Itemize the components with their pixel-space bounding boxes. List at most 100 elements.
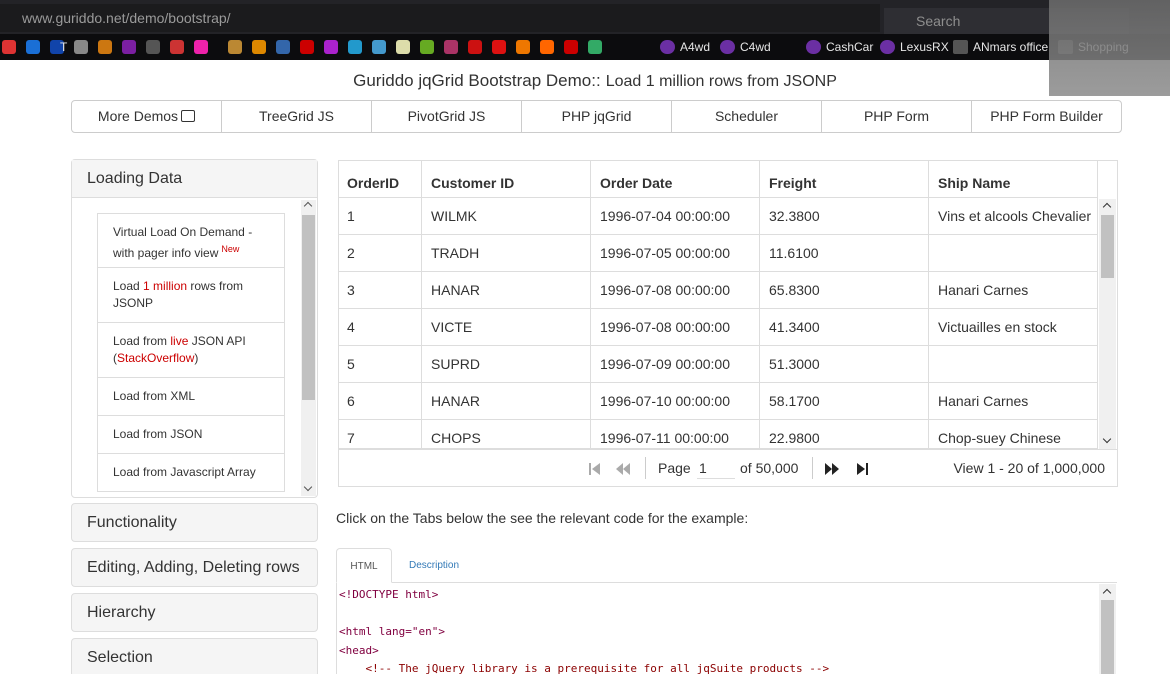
column-header[interactable]: Order Date [591, 160, 760, 198]
grid-cell[interactable]: TRADH [422, 235, 591, 272]
page-input[interactable]: 1 [697, 457, 735, 479]
item-text: 1 million [143, 279, 188, 293]
nav-button[interactable]: PHP Form Builder [971, 100, 1122, 133]
next-page[interactable] [825, 462, 841, 476]
sidebar-item[interactable]: Load 1 million rows from JSONP [97, 268, 285, 323]
grid-cell[interactable] [929, 346, 1098, 383]
code-panel [336, 583, 1117, 674]
grid-cell[interactable]: 1996-07-09 00:00:00 [591, 346, 760, 383]
grid-cell[interactable]: 41.3400 [760, 309, 929, 346]
url-bar[interactable]: www.guriddo.net/demo/bootstrap/ [0, 4, 880, 32]
grid-cell[interactable]: 1 [338, 198, 422, 235]
hand-icon [181, 110, 196, 122]
grid-cell[interactable]: VICTE [422, 309, 591, 346]
record-info: View 1 - 20 of 1,000,000 [953, 460, 1105, 476]
grid-cell[interactable]: 3 [338, 272, 422, 309]
bookmark[interactable]: T [60, 40, 68, 54]
sidebar-item[interactable]: Load from JSON [97, 416, 285, 454]
grid-cell[interactable]: 22.9800 [760, 420, 929, 449]
bookmark-icon [146, 40, 160, 54]
column-header[interactable]: Ship Name [929, 160, 1098, 198]
code-line [339, 605, 1099, 623]
grid-cell[interactable]: HANAR [422, 272, 591, 309]
grid-cell[interactable]: CHOPS [422, 420, 591, 449]
separator [645, 457, 646, 479]
grid-cell[interactable]: 1996-07-11 00:00:00 [591, 420, 760, 449]
column-header[interactable]: Customer ID [422, 160, 591, 198]
bookmark[interactable]: ANmars office [973, 40, 1049, 54]
nav-button[interactable]: PivotGrid JS [371, 100, 522, 133]
new-badge: New [221, 244, 240, 254]
grid-cell[interactable]: WILMK [422, 198, 591, 235]
bookmark[interactable]: CashCar [826, 40, 874, 54]
grid-cell[interactable]: 6 [338, 383, 422, 420]
grid-cell[interactable] [929, 235, 1098, 272]
bookmark-icon [516, 40, 530, 54]
bookmark[interactable]: C4wd [740, 40, 771, 54]
tab[interactable]: HTML [336, 548, 392, 583]
grid-cell[interactable]: 1996-07-05 00:00:00 [591, 235, 760, 272]
grid-cell[interactable]: 5 [338, 346, 422, 383]
subtitle: Load 1 million rows from JSONP [605, 73, 837, 90]
grid-cell[interactable]: Victuailles en stock [929, 309, 1098, 346]
grid-cell[interactable]: Hanari Carnes [929, 383, 1098, 420]
grid-cell[interactable]: HANAR [422, 383, 591, 420]
grid-cell[interactable]: 1996-07-08 00:00:00 [591, 272, 760, 309]
grid-cell[interactable]: Vins et alcools Chevalier [929, 198, 1098, 235]
bookmark-icon [276, 40, 290, 54]
bookmark-icon [953, 40, 968, 54]
nav-button[interactable]: More Demos [71, 100, 222, 133]
grid-cell[interactable]: SUPRD [422, 346, 591, 383]
grid-cell[interactable]: 32.3800 [760, 198, 929, 235]
grid-cell[interactable]: 1996-07-10 00:00:00 [591, 383, 760, 420]
prev-page[interactable] [616, 462, 632, 476]
page-total: of 50,000 [740, 460, 799, 476]
last-page[interactable] [855, 462, 871, 476]
nav-button[interactable]: PHP jqGrid [521, 100, 672, 133]
tab[interactable]: Description [408, 560, 460, 571]
bookmark[interactable]: A4wd [680, 40, 711, 54]
grid-cell[interactable]: 1996-07-04 00:00:00 [591, 198, 760, 235]
grid-cell[interactable]: 2 [338, 235, 422, 272]
nav-button[interactable]: PHP Form [821, 100, 972, 133]
overlay-image [1049, 0, 1170, 96]
grid-cell[interactable]: 58.1700 [760, 383, 929, 420]
bookmark[interactable]: LexusRX [900, 40, 949, 54]
grid-cell[interactable]: Chop-suey Chinese [929, 420, 1098, 449]
bookmark-icon [880, 40, 895, 54]
sidebar-item[interactable]: Load from live JSON API (StackOverflow) [97, 323, 285, 378]
code-line: <!-- The jQuery library is a prerequisit… [339, 662, 830, 674]
bookmark-icon [372, 40, 386, 54]
nav-button[interactable]: TreeGrid JS [221, 100, 372, 133]
item-text: Load [113, 279, 144, 293]
instructions: Click on the Tabs below the see the rele… [336, 510, 749, 526]
item-text: Load from JSON [113, 427, 203, 441]
grid-cell[interactable]: 1996-07-08 00:00:00 [591, 309, 760, 346]
bookmark-icon [806, 40, 821, 54]
grid-cell[interactable]: 51.3000 [760, 346, 929, 383]
grid-cell[interactable]: Hanari Carnes [929, 272, 1098, 309]
accordion-heading[interactable]: Functionality [71, 503, 318, 542]
bookmark-icon [420, 40, 434, 54]
column-header[interactable]: Freight [760, 160, 929, 198]
grid-cell[interactable]: 11.6100 [760, 235, 929, 272]
sidebar-item[interactable]: Load from Javascript Array [97, 454, 285, 492]
accordion-heading[interactable]: Editing, Adding, Deleting rows [71, 548, 318, 587]
code-line: <html lang="en"> [339, 625, 445, 639]
item-text: Load from XML [113, 389, 196, 403]
nav-button[interactable]: Scheduler [671, 100, 822, 133]
column-header[interactable]: OrderID [338, 160, 422, 198]
sidebar-heading[interactable]: Loading Data [72, 160, 317, 198]
first-page[interactable] [588, 462, 604, 476]
sidebar-panel [71, 159, 318, 498]
grid-cell[interactable]: 7 [338, 420, 422, 449]
bookmark-icon [26, 40, 40, 54]
grid-cell[interactable]: 65.8300 [760, 272, 929, 309]
bookmark-icon [194, 40, 208, 54]
sidebar-item[interactable]: Load from XML [97, 378, 285, 416]
accordion-heading[interactable]: Hierarchy [71, 593, 318, 632]
sidebar-item[interactable]: Virtual Load On Demand - with pager info… [97, 213, 285, 268]
accordion-heading[interactable]: Selection [71, 638, 318, 674]
grid-cell[interactable]: 4 [338, 309, 422, 346]
page-label: Page [658, 460, 691, 476]
